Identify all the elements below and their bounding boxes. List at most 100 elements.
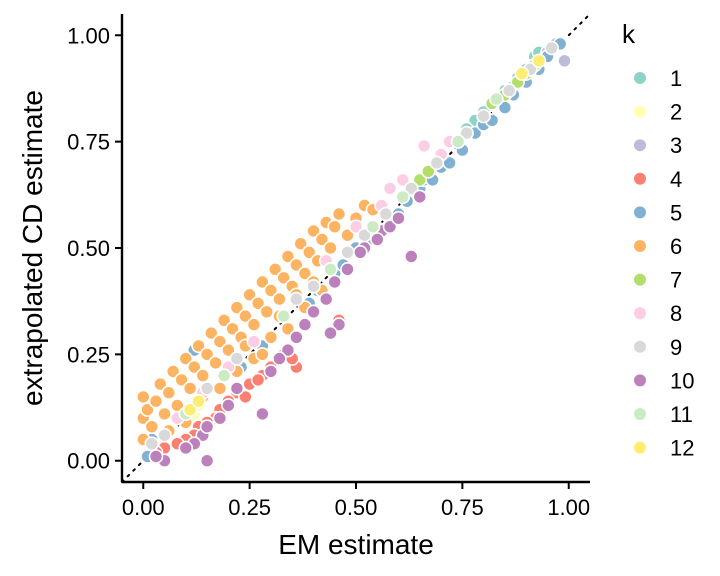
data-point [221, 342, 236, 358]
data-point [391, 210, 406, 226]
legend-item-2: 2 [634, 100, 682, 125]
legend-swatch [634, 441, 646, 454]
y-tick-label: 0.00 [67, 449, 110, 474]
data-point [531, 53, 547, 69]
data-point [450, 134, 466, 149]
data-point [272, 291, 287, 307]
data-point [199, 453, 215, 469]
x-tick-label: 0.25 [228, 495, 271, 520]
legend-swatch [634, 72, 646, 84]
data-point [182, 402, 198, 418]
data-point [195, 368, 211, 383]
data-point [208, 355, 223, 371]
legend-label: 4 [670, 167, 682, 192]
legend-item-7: 7 [634, 268, 682, 293]
y-axis-ticks: 0.00 0.25 0.50 0.75 1.00 [67, 23, 122, 474]
data-point [216, 312, 232, 328]
data-point [297, 317, 313, 332]
data-point [280, 249, 296, 264]
data-point [182, 381, 198, 396]
series-12 [182, 53, 547, 418]
data-point [212, 334, 228, 349]
legend-item-6: 6 [634, 234, 682, 259]
y-axis-title: extrapolated CD estimate [17, 90, 48, 406]
legend-swatch [634, 172, 646, 185]
data-point [340, 261, 355, 277]
x-tick-label: 0.75 [441, 495, 484, 520]
data-point [165, 364, 181, 379]
legend-item-5: 5 [634, 200, 682, 225]
data-point [161, 385, 177, 401]
legend-item-12: 12 [634, 436, 694, 461]
legend-label: 8 [670, 301, 682, 326]
data-point [191, 393, 206, 409]
x-tick-label: 0.50 [335, 495, 378, 520]
data-point [250, 295, 266, 311]
data-point [187, 359, 202, 375]
data-point [229, 381, 245, 396]
data-point [199, 347, 215, 362]
data-point [246, 334, 262, 349]
data-point [348, 219, 364, 234]
y-tick-label: 1.00 [67, 23, 110, 48]
data-point [263, 283, 279, 298]
legend-label: 7 [670, 268, 682, 293]
data-point [212, 381, 228, 396]
legend-label: 3 [670, 133, 682, 158]
data-point [238, 308, 253, 324]
data-point [331, 317, 347, 332]
legend-swatch [634, 273, 646, 286]
data-point [178, 440, 194, 456]
data-point [331, 206, 347, 222]
data-point [369, 232, 385, 247]
data-point [242, 287, 257, 303]
data-point [212, 410, 228, 426]
data-point [276, 270, 292, 286]
data-point [378, 206, 394, 222]
data-point [382, 181, 398, 196]
data-point [557, 53, 572, 69]
data-point [289, 291, 304, 307]
series-11 [178, 91, 504, 422]
legend-item-10: 10 [634, 368, 694, 393]
data-point [318, 291, 334, 307]
data-point [395, 189, 411, 205]
data-point [136, 389, 151, 405]
legend-label: 9 [670, 335, 682, 360]
y-tick-label: 0.50 [67, 236, 110, 261]
data-point [272, 351, 287, 366]
data-point [314, 232, 330, 247]
legend-swatch [634, 340, 646, 353]
data-point [323, 325, 338, 341]
legend-swatch [634, 374, 646, 387]
data-point [306, 278, 321, 294]
data-point [144, 419, 160, 435]
data-point [323, 240, 338, 256]
data-point [238, 389, 253, 405]
data-point [148, 449, 164, 464]
legend-swatch [634, 408, 646, 420]
legend-swatch [634, 105, 646, 118]
data-point [429, 155, 445, 171]
legend-item-11: 11 [634, 402, 693, 427]
data-point [420, 164, 436, 179]
data-point [140, 402, 155, 418]
legend-label: 6 [670, 234, 682, 259]
data-point [403, 249, 419, 264]
data-point [246, 317, 262, 332]
data-point [263, 364, 279, 379]
x-tick-label: 1.00 [547, 495, 590, 520]
data-point [323, 261, 338, 277]
data-point [255, 406, 270, 422]
y-tick-label: 0.25 [67, 342, 110, 367]
legend-label: 2 [670, 100, 682, 125]
legend-label: 1 [670, 66, 682, 91]
data-point [289, 329, 304, 345]
legend-title: k [622, 19, 636, 49]
data-points [136, 36, 572, 469]
legend-label: 12 [670, 436, 694, 461]
data-point [255, 274, 270, 290]
data-point [216, 368, 232, 383]
